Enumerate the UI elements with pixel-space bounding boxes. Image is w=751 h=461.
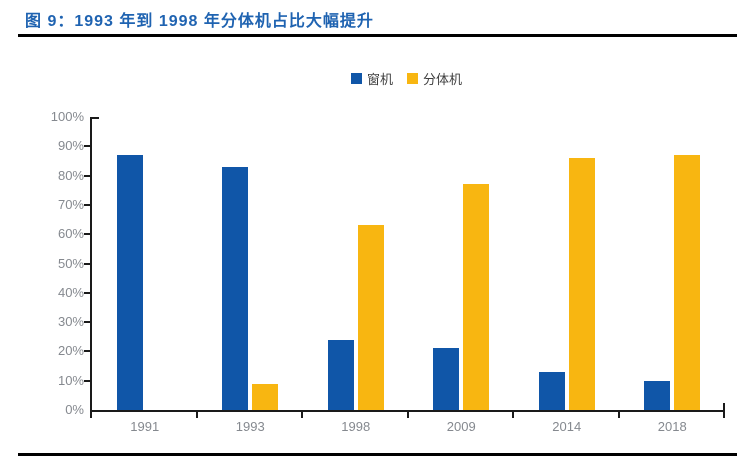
y-axis-tick: [84, 145, 90, 148]
chart-legend: 窗机 分体机: [90, 69, 723, 88]
x-axis-label: 2018: [657, 419, 687, 434]
legend-item-window-ac: 窗机: [350, 69, 393, 88]
y-axis-label: 40%: [57, 284, 84, 300]
x-axis-label: 1993: [235, 419, 265, 434]
x-axis-end-cap: [723, 403, 725, 410]
y-axis-label: 10%: [57, 372, 84, 388]
x-axis-tick: [512, 412, 514, 418]
legend-item-split-ac: 分体机: [407, 69, 462, 88]
y-axis-label: 50%: [57, 255, 84, 271]
legend-swatch-split-ac: [407, 72, 418, 84]
bar-split-ac-1993: [252, 383, 278, 410]
y-axis-tick: [84, 321, 90, 324]
bar-window-ac-2018: [644, 380, 670, 410]
y-axis-label: 80%: [57, 167, 84, 183]
y-axis-label: 70%: [57, 196, 84, 212]
bar-window-ac-2009: [433, 348, 459, 410]
y-axis-tick: [84, 203, 90, 206]
bar-split-ac-2018: [674, 155, 700, 410]
y-axis-label: 30%: [57, 314, 84, 330]
bottom-rule: [18, 453, 737, 456]
y-axis-tick: [84, 379, 90, 382]
bar-split-ac-2009: [463, 184, 489, 410]
y-axis-label: 100%: [50, 109, 84, 124]
y-axis-tick: [84, 291, 90, 294]
legend-label: 分体机: [423, 71, 463, 87]
y-axis-tick: [84, 233, 90, 236]
legend-label: 窗机: [366, 71, 393, 87]
bar-split-ac-2014: [569, 158, 595, 410]
x-axis-tick: [407, 412, 409, 418]
bar-window-ac-2014: [539, 371, 565, 410]
x-axis-label: 1998: [341, 419, 371, 434]
y-axis-tick: [84, 350, 90, 353]
x-axis-tick: [90, 412, 92, 418]
title-rule: [18, 34, 737, 37]
bar-window-ac-1991: [117, 155, 143, 410]
y-axis-label: 20%: [57, 343, 84, 359]
y-axis-label: 60%: [57, 226, 84, 242]
bar-window-ac-1998: [328, 339, 354, 410]
x-axis-tick: [618, 412, 620, 418]
y-axis-tick: [84, 262, 90, 265]
bar-window-ac-1993: [222, 166, 248, 410]
x-axis-tick: [196, 412, 198, 418]
figure-title: 图 9：1993 年到 1998 年分体机占比大幅提升: [25, 13, 374, 30]
x-axis-label: 2009: [446, 419, 476, 434]
plot-area: 0% 10% 20% 30% 40% 50% 60% 70% 80% 90% 100% 1991 199…: [51, 109, 725, 434]
x-axis-tick: [301, 412, 303, 418]
y-axis-label: 90%: [57, 138, 84, 154]
bar-split-ac-1998: [358, 225, 384, 410]
y-axis-tick: [84, 174, 90, 177]
x-axis-label: 2014: [552, 419, 582, 434]
x-axis-tick: [723, 412, 725, 418]
y-axis-end-cap: [92, 117, 99, 119]
y-axis-label: 0%: [65, 402, 84, 417]
legend-swatch-window-ac: [350, 72, 362, 84]
x-axis-label: 1991: [130, 419, 160, 434]
